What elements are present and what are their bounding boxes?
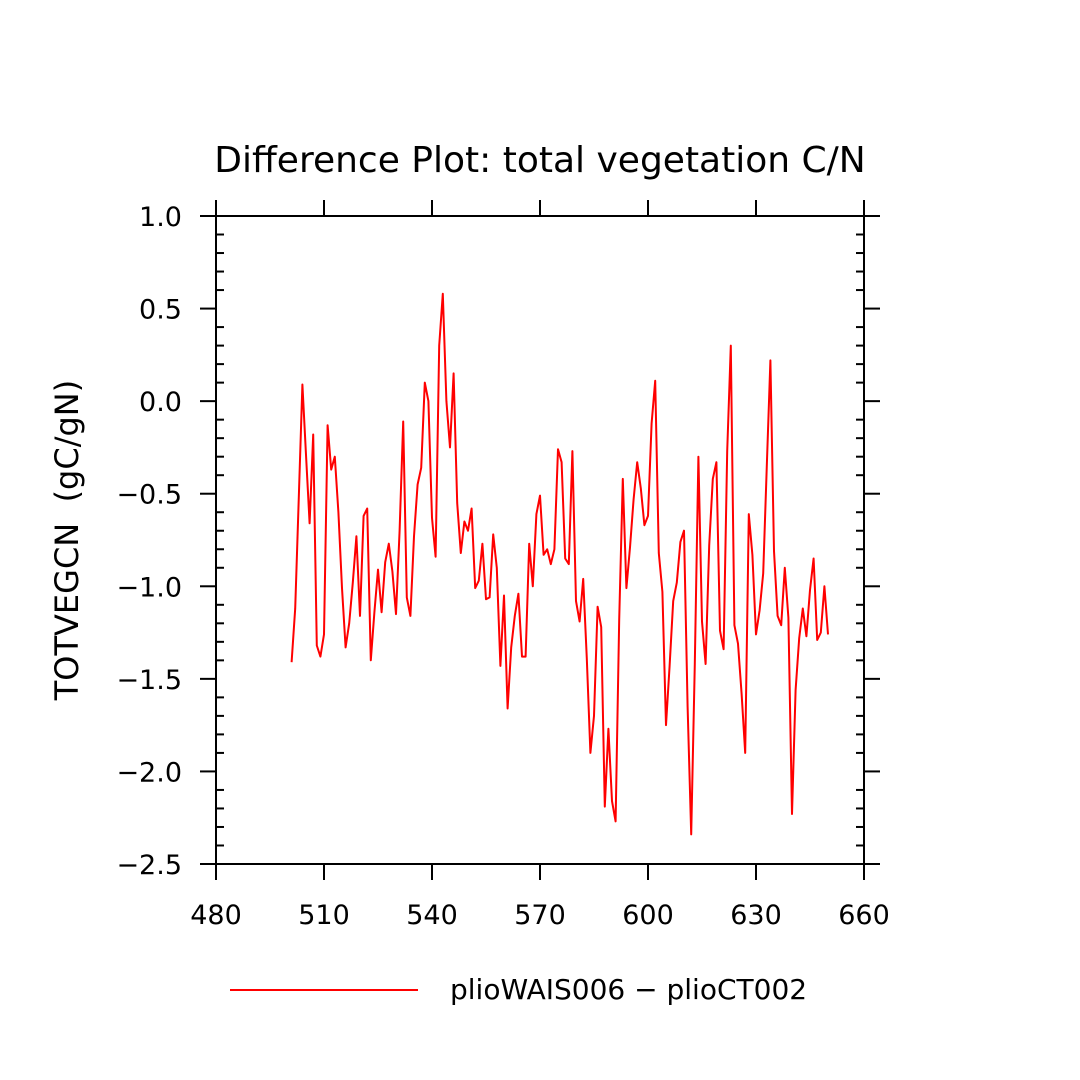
series-line <box>290 292 829 836</box>
x-tick-label: 540 <box>406 900 458 931</box>
y-tick-label: −1.0 <box>116 572 182 603</box>
y-axis-tick-labels: 1.0 0.5 0.0 −0.5 −1.0 −1.5 −2.0 −2.5 <box>116 202 182 881</box>
x-tick-label: 660 <box>838 900 890 931</box>
y-tick-label: −2.5 <box>116 850 182 881</box>
x-axis-tick-labels: 480 510 540 570 600 630 660 <box>190 900 890 931</box>
y-tick-label: 0.5 <box>139 295 182 326</box>
legend-label: plioWAIS006 − plioCT002 <box>450 973 807 1006</box>
legend: plioWAIS006 − plioCT002 <box>230 973 807 1006</box>
y-tick-label: −0.5 <box>116 480 182 511</box>
plot-frame <box>215 215 865 865</box>
series-group <box>290 292 829 836</box>
y-axis-title: TOTVEGCN (gC/gN) <box>48 380 86 701</box>
x-tick-label: 480 <box>190 900 242 931</box>
y-tick-label: 1.0 <box>139 202 182 233</box>
x-tick-label: 510 <box>298 900 350 931</box>
y-tick-label: 0.0 <box>139 387 182 418</box>
x-tick-label: 600 <box>622 900 674 931</box>
chart-title: Difference Plot: total vegetation C/N <box>214 140 865 181</box>
y-tick-label: −2.0 <box>116 757 182 788</box>
y-tick-label: −1.5 <box>116 665 182 696</box>
axis-ticks <box>200 200 880 880</box>
x-tick-label: 630 <box>730 900 782 931</box>
x-tick-label: 570 <box>514 900 566 931</box>
